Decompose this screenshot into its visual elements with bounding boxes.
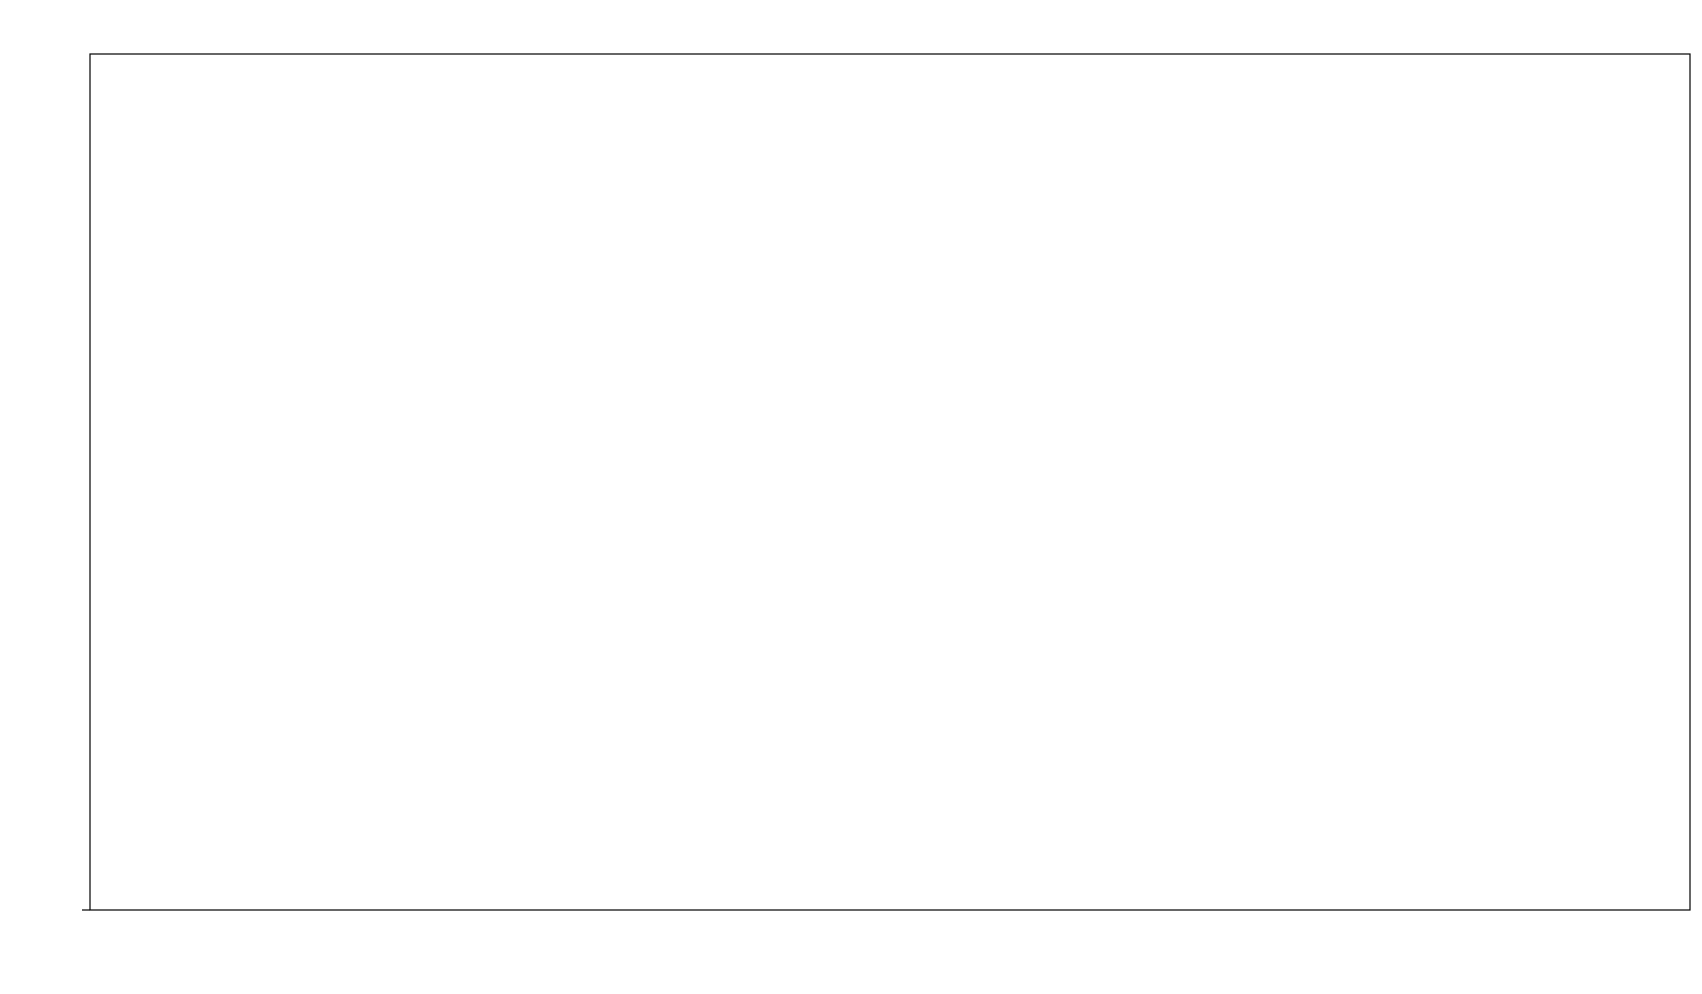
plot-border (90, 54, 1690, 910)
chart-svg (0, 0, 1702, 994)
benchmark-bar-chart (0, 0, 1702, 994)
